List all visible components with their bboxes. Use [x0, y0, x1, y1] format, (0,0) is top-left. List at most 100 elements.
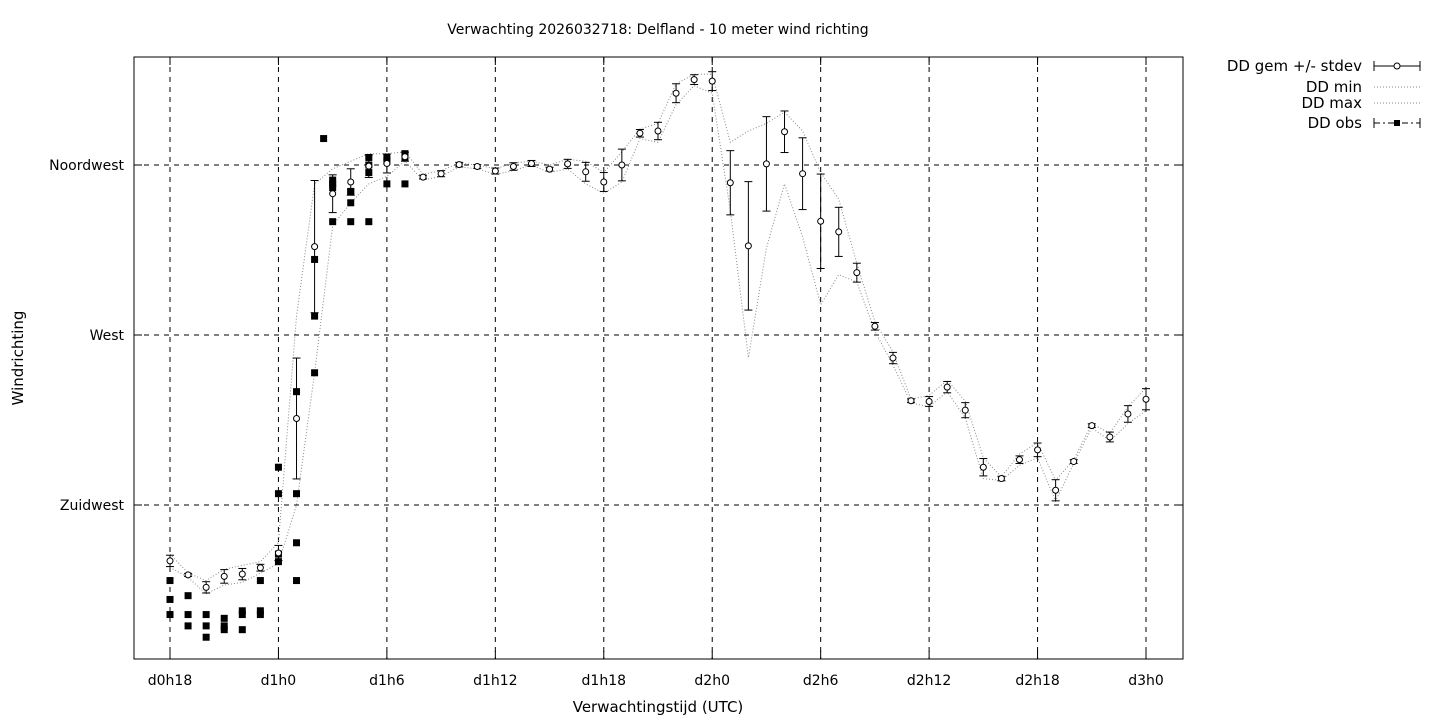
mean-errorbar [437, 170, 446, 178]
mean-errorbar [509, 162, 518, 171]
mean-point [365, 162, 373, 170]
x-axis-label: Verwachtingstijd (UTC) [573, 698, 744, 716]
obs-point [401, 180, 409, 188]
obs-point [220, 622, 228, 630]
obs-point [220, 626, 228, 634]
legend-item-obs: DD obs [1308, 114, 1421, 132]
mean-point [1142, 395, 1150, 403]
mean-point [1015, 456, 1023, 464]
mean-errorbar [599, 172, 608, 192]
obs-point [274, 490, 282, 498]
mean-errorbar [762, 116, 771, 212]
mean-errorbar [726, 150, 735, 216]
mean-point [853, 269, 861, 277]
legend-item-max: DD max [1301, 94, 1420, 112]
mean-errorbar [635, 128, 644, 138]
mean-point [1124, 410, 1132, 418]
mean-point [491, 167, 499, 175]
mean-point [744, 242, 752, 250]
mean-point [762, 160, 770, 168]
obs-point [238, 607, 246, 615]
mean-point [708, 77, 716, 85]
obs-point [256, 577, 264, 585]
mean-errorbar [617, 148, 626, 182]
mean-errorbar [346, 168, 355, 196]
mean-point [220, 572, 228, 580]
series-min-line [169, 85, 1147, 595]
mean-errorbar [744, 181, 753, 311]
mean-point [582, 168, 590, 176]
mean-errorbar [455, 161, 464, 169]
mean-errorbar [816, 173, 825, 270]
obs-point [256, 607, 264, 615]
x-tick-label: d2h6 [803, 673, 839, 689]
obs-point [166, 577, 174, 585]
legend-item-min: DD min [1306, 78, 1420, 96]
y-tick-label: West [90, 328, 125, 344]
y-axis-label: Windrichting [9, 311, 27, 406]
obs-point [347, 199, 355, 207]
mean-point [347, 178, 355, 186]
mean-point [618, 161, 626, 169]
y-tick-labels: Zuidwest West Noordwest [49, 158, 124, 514]
mean-errorbar [382, 153, 391, 174]
mean-point [1052, 486, 1060, 494]
x-tick-label: d0h18 [148, 673, 192, 689]
legend: DD gem +/- stdev DD min DD max DD obs [1227, 57, 1421, 132]
tick-marks [134, 57, 1183, 659]
mean-errorbar [1051, 479, 1060, 502]
mean-point [329, 190, 337, 198]
mean-point [1106, 433, 1114, 441]
obs-point [293, 490, 301, 498]
mean-point [997, 475, 1005, 483]
x-tick-label: d1h6 [369, 673, 405, 689]
mean-point [672, 89, 680, 97]
mean-errorbar [1033, 442, 1042, 458]
mean-errorbar [798, 137, 807, 211]
x-tick-label: d2h0 [694, 673, 730, 689]
obs-point [166, 611, 174, 619]
obs-point [238, 626, 246, 634]
obs-point [383, 180, 391, 188]
mean-errorbar [419, 173, 428, 181]
obs-point [166, 595, 174, 603]
obs-point [184, 611, 192, 619]
mean-errorbar [888, 351, 897, 365]
obs-point [293, 577, 301, 585]
mean-errorbar [310, 179, 319, 314]
mean-errorbar [400, 151, 409, 162]
mean-errorbar [870, 322, 879, 331]
obs-point [365, 218, 373, 226]
obs-point [184, 592, 192, 600]
legend-label-min: DD min [1306, 78, 1362, 96]
mean-point [961, 406, 969, 414]
mean-point [311, 243, 319, 251]
series-mean-errorbars [166, 71, 1150, 594]
x-tick-label: d2h12 [907, 673, 951, 689]
mean-point [781, 128, 789, 136]
obs-point [220, 614, 228, 622]
mean-point [907, 397, 915, 405]
mean-errorbar [961, 402, 970, 419]
mean-errorbar [220, 569, 229, 584]
mean-errorbar [545, 165, 554, 173]
obs-point [311, 369, 319, 377]
mean-errorbar [274, 544, 283, 562]
min-line [169, 85, 1147, 595]
mean-point [943, 383, 951, 391]
mean-point [835, 228, 843, 236]
mean-errorbar [780, 110, 789, 154]
mean-point [401, 153, 409, 161]
mean-errorbar [473, 163, 482, 171]
mean-errorbar [491, 167, 500, 175]
mean-errorbar [1123, 405, 1132, 423]
obs-point [274, 463, 282, 471]
mean-point [1034, 446, 1042, 454]
mean-point [437, 170, 445, 178]
x-tick-label: d3h0 [1128, 673, 1164, 689]
mean-errorbar [1069, 458, 1078, 466]
mean-point [817, 217, 825, 225]
mean-point [690, 76, 698, 84]
obs-point [311, 312, 319, 320]
